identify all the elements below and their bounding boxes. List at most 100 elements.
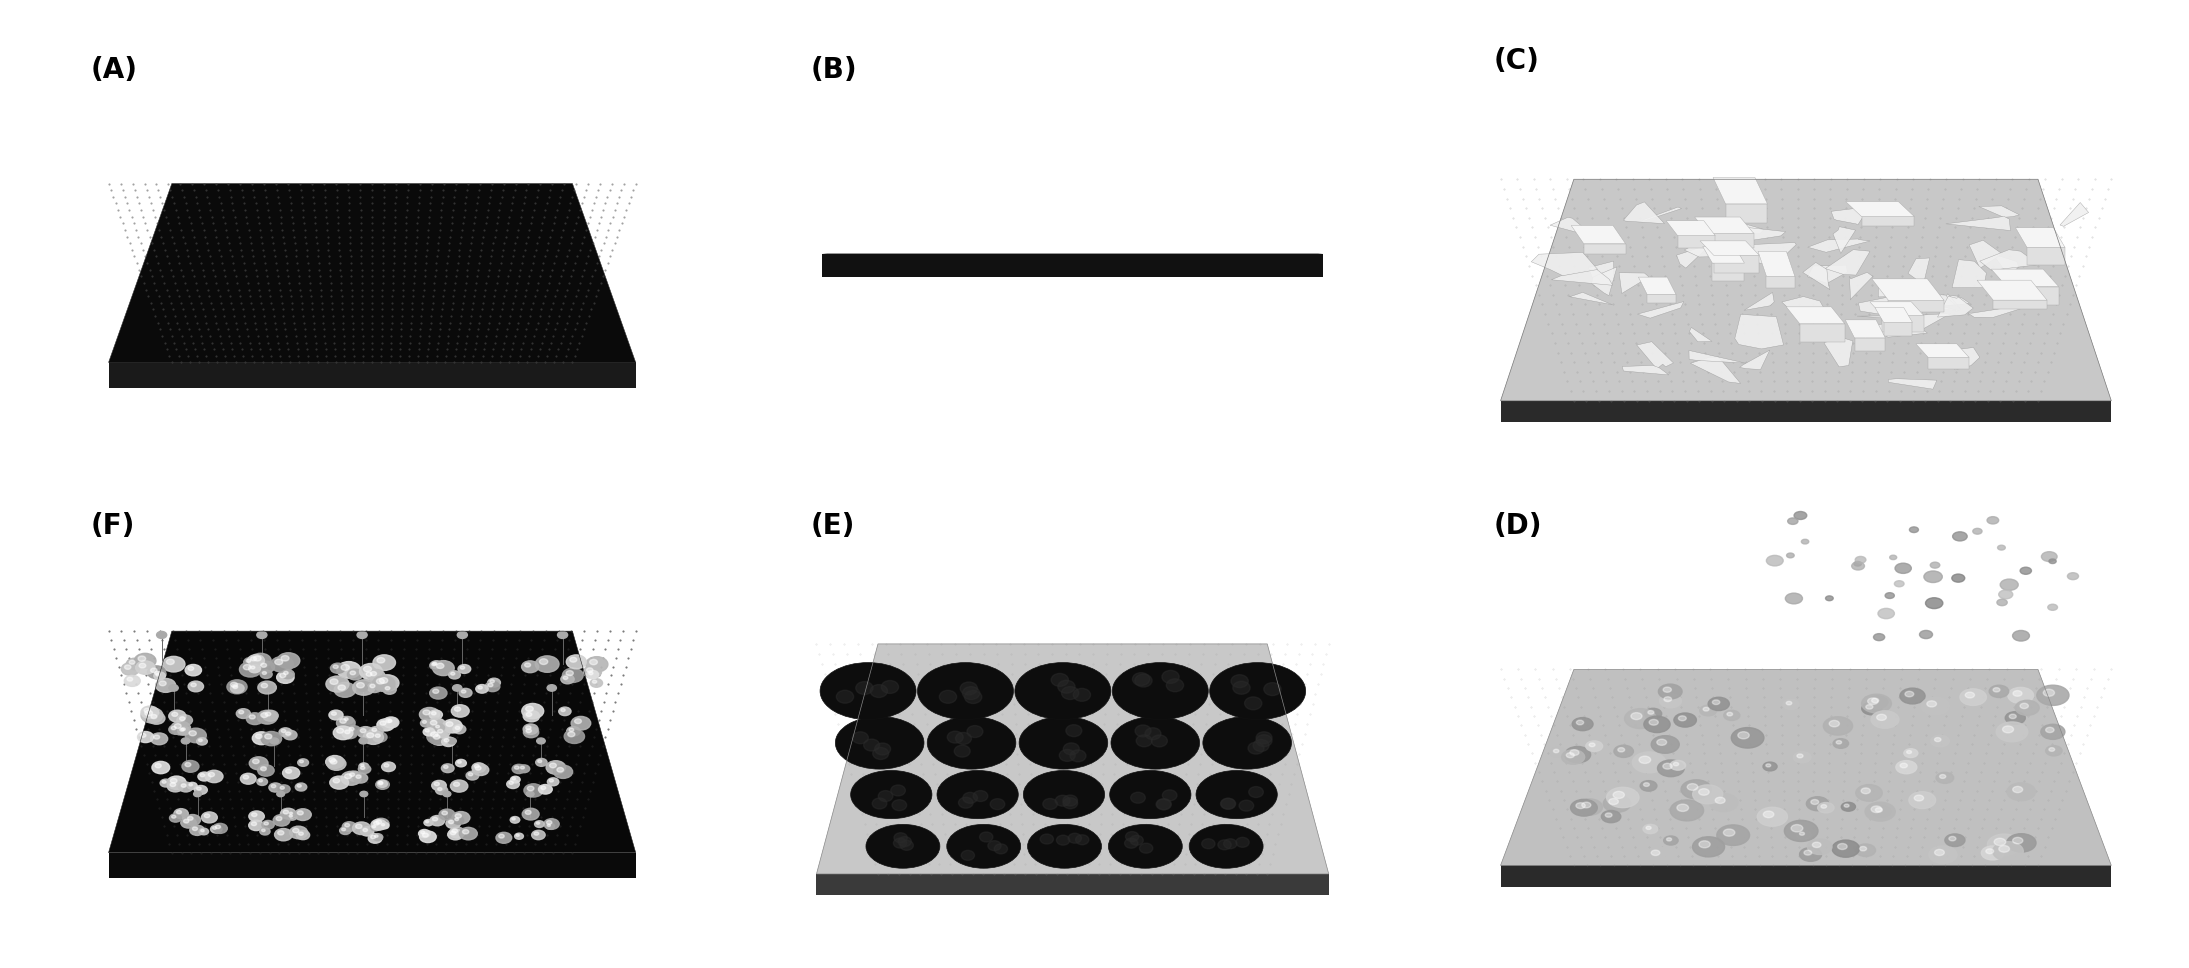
Circle shape [1140,843,1154,853]
Circle shape [197,738,208,745]
Circle shape [359,738,368,744]
Circle shape [836,690,854,703]
Circle shape [431,661,442,669]
Circle shape [1646,847,1670,862]
Circle shape [190,683,197,686]
Circle shape [499,834,503,838]
Circle shape [1073,688,1090,701]
Circle shape [420,708,440,721]
Circle shape [344,718,348,720]
Circle shape [453,725,466,734]
Polygon shape [1883,316,1924,332]
Circle shape [569,657,576,662]
Circle shape [1644,825,1657,833]
Circle shape [591,679,602,687]
Circle shape [1826,596,1832,601]
Circle shape [1239,801,1254,811]
Circle shape [1832,840,1858,858]
Circle shape [882,681,897,693]
Circle shape [1202,838,1215,849]
Circle shape [337,728,344,733]
Circle shape [331,679,337,684]
Circle shape [473,764,488,775]
Circle shape [1664,764,1672,770]
Circle shape [523,784,543,797]
Circle shape [893,838,906,848]
Circle shape [197,772,210,781]
Circle shape [129,660,136,664]
Circle shape [477,686,482,689]
Circle shape [444,766,449,769]
Circle shape [451,811,471,824]
Circle shape [1125,838,1138,848]
Circle shape [171,726,175,730]
Circle shape [1057,835,1070,845]
Circle shape [333,778,339,783]
Circle shape [1232,681,1250,694]
Circle shape [379,781,383,784]
Circle shape [1731,728,1764,748]
Circle shape [326,676,348,692]
Circle shape [372,728,377,732]
Circle shape [236,709,250,718]
Circle shape [1999,590,2012,599]
Circle shape [455,814,462,818]
Circle shape [1631,712,1642,719]
Circle shape [179,716,186,720]
Circle shape [298,811,304,815]
Circle shape [1248,742,1263,754]
Circle shape [1607,787,1640,807]
Circle shape [385,718,398,726]
Circle shape [968,726,983,738]
Polygon shape [1915,295,1970,308]
Circle shape [278,785,291,793]
Circle shape [265,712,271,716]
Circle shape [519,765,530,772]
Circle shape [1988,517,1999,524]
Circle shape [447,722,453,726]
Circle shape [558,707,571,715]
Circle shape [521,661,538,673]
Circle shape [166,781,184,792]
Polygon shape [2007,287,2058,305]
Circle shape [254,656,260,661]
Circle shape [2020,567,2031,574]
Circle shape [348,669,363,680]
Text: (F): (F) [90,512,134,540]
Circle shape [1856,785,1883,802]
Circle shape [420,719,431,727]
Circle shape [158,631,166,639]
Circle shape [212,827,217,830]
Circle shape [449,820,453,824]
Circle shape [377,679,385,684]
Circle shape [497,832,512,843]
Circle shape [1999,545,2005,550]
Circle shape [876,743,891,755]
Circle shape [429,687,447,699]
Circle shape [188,816,193,820]
Circle shape [436,786,449,795]
Circle shape [285,769,291,773]
Circle shape [1699,705,1716,716]
Circle shape [1224,838,1237,849]
Circle shape [140,706,160,718]
Circle shape [333,726,352,740]
Circle shape [383,685,396,694]
Circle shape [147,666,166,679]
Circle shape [545,761,565,774]
Circle shape [287,732,291,736]
Circle shape [525,810,532,814]
Circle shape [1804,850,1812,855]
Circle shape [1624,709,1657,729]
Circle shape [1893,581,1904,587]
Circle shape [2047,604,2058,611]
Circle shape [954,745,970,757]
Circle shape [2040,724,2064,740]
Circle shape [1699,789,1710,796]
Circle shape [247,712,263,725]
Circle shape [521,767,525,769]
Circle shape [873,747,889,760]
Circle shape [341,664,350,670]
Polygon shape [1637,302,1683,318]
Circle shape [510,776,521,783]
